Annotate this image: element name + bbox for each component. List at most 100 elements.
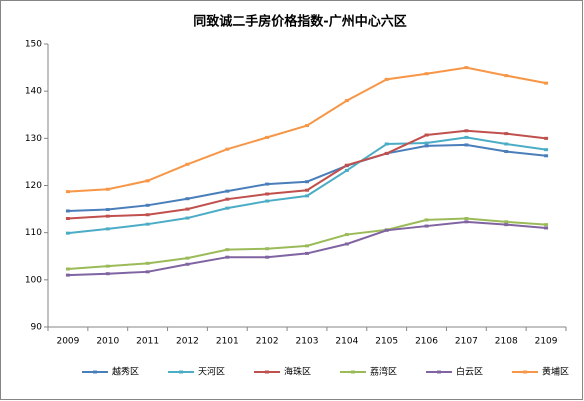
y-tick-label: 100 xyxy=(25,275,42,285)
point xyxy=(384,142,389,146)
legend-marker xyxy=(265,370,269,374)
point xyxy=(145,270,150,274)
point xyxy=(504,142,509,146)
point xyxy=(145,179,150,183)
point xyxy=(424,218,429,222)
point xyxy=(424,141,429,145)
chart-title: 同致诚二手房价格指数-广州中心六区 xyxy=(193,14,406,30)
y-tick-label: 120 xyxy=(25,181,42,191)
point xyxy=(344,99,349,103)
point xyxy=(105,208,110,212)
legend-marker xyxy=(523,370,527,374)
point xyxy=(185,262,190,266)
point xyxy=(384,151,389,155)
point xyxy=(305,244,309,248)
point xyxy=(424,224,429,228)
x-tick-label: 2011 xyxy=(136,337,159,347)
point xyxy=(185,216,190,220)
point xyxy=(265,247,270,251)
y-tick-label: 140 xyxy=(25,87,42,97)
point xyxy=(265,199,270,203)
x-tick-label: 2106 xyxy=(415,337,438,347)
legend-label: 白云区 xyxy=(456,366,483,378)
point xyxy=(305,188,309,192)
point xyxy=(544,148,549,152)
point xyxy=(464,143,469,147)
point xyxy=(265,192,270,196)
y-tick-label: 90 xyxy=(31,323,43,333)
x-tick-label: 2010 xyxy=(96,337,119,347)
point xyxy=(225,197,230,201)
point xyxy=(464,220,469,224)
point xyxy=(504,150,509,154)
point xyxy=(105,272,110,276)
x-tick-label: 2108 xyxy=(495,337,518,347)
x-tick-label: 2102 xyxy=(256,337,279,347)
point xyxy=(185,207,190,211)
point xyxy=(65,267,70,271)
point xyxy=(185,197,190,201)
point xyxy=(464,129,469,133)
y-tick-label: 110 xyxy=(25,228,42,238)
legend-label: 天河区 xyxy=(198,366,225,378)
point xyxy=(145,261,150,265)
point xyxy=(424,144,429,148)
point xyxy=(65,190,70,194)
legend-label: 荔湾区 xyxy=(370,366,397,378)
point xyxy=(344,163,349,167)
point xyxy=(344,242,349,246)
point xyxy=(145,213,150,217)
point xyxy=(464,135,469,139)
point xyxy=(344,233,349,237)
point xyxy=(305,251,309,255)
legend-label: 黄埔区 xyxy=(542,366,569,378)
point xyxy=(504,74,509,78)
x-tick-label: 2101 xyxy=(216,337,239,347)
point xyxy=(225,248,230,252)
point xyxy=(504,220,509,224)
point xyxy=(225,189,230,193)
point xyxy=(105,187,110,191)
point xyxy=(384,77,389,81)
point xyxy=(544,154,549,158)
x-tick-label: 2107 xyxy=(455,337,478,347)
point xyxy=(185,162,190,166)
point xyxy=(145,222,150,226)
point xyxy=(424,133,429,137)
legend-marker xyxy=(93,370,97,374)
legend-label: 越秀区 xyxy=(112,366,139,378)
point xyxy=(105,214,110,218)
point xyxy=(265,182,270,186)
point xyxy=(185,256,190,260)
point xyxy=(305,124,309,128)
point xyxy=(105,227,110,231)
point xyxy=(504,223,509,227)
y-tick-label: 130 xyxy=(25,134,42,144)
point xyxy=(544,226,549,230)
legend-marker xyxy=(351,370,355,374)
point xyxy=(105,264,110,268)
x-tick-label: 2105 xyxy=(375,337,398,347)
x-tick-label: 2109 xyxy=(535,337,558,347)
point xyxy=(464,66,469,70)
point xyxy=(504,132,509,136)
x-tick-label: 2104 xyxy=(335,337,358,347)
point xyxy=(464,217,469,221)
point xyxy=(305,194,309,198)
x-tick-label: 2012 xyxy=(176,337,199,347)
point xyxy=(544,223,549,227)
point xyxy=(65,209,70,213)
x-tick-label: 2009 xyxy=(56,337,79,347)
legend-marker xyxy=(437,370,441,374)
point xyxy=(225,255,230,259)
point xyxy=(145,203,150,207)
point xyxy=(225,206,230,210)
point xyxy=(65,231,70,235)
point xyxy=(424,72,429,76)
point xyxy=(384,228,389,232)
y-tick-label: 150 xyxy=(25,40,42,50)
point xyxy=(544,136,549,140)
legend-label: 海珠区 xyxy=(284,366,311,378)
